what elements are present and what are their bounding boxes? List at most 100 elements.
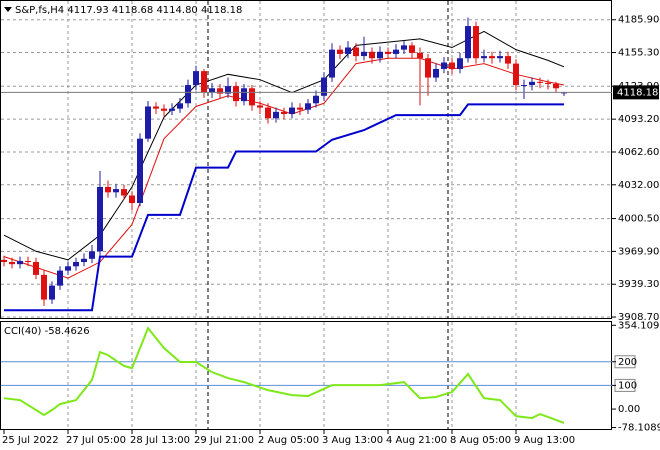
x-tick-label: 8 Aug 05:00 — [450, 435, 511, 446]
indicator-line — [4, 103, 564, 312]
candle-body — [9, 262, 15, 265]
candle-body — [281, 111, 287, 115]
close-label: 4118.18 — [201, 5, 242, 16]
candle-body — [457, 58, 463, 69]
candle-body — [409, 45, 415, 53]
candle-body — [521, 85, 527, 87]
candle-body — [441, 62, 447, 69]
candle-body — [393, 49, 399, 54]
main-panel-frame — [0, 0, 612, 319]
symbol: S&P,fs,H4 — [15, 5, 64, 16]
y-tick-label: 3908.70 — [618, 312, 659, 323]
y2-tick-label: 354.1098 — [618, 320, 660, 331]
candle-body — [257, 105, 263, 108]
y2-tick-label: 0.00 — [618, 404, 640, 415]
cci-line — [3, 326, 565, 424]
candle-body — [105, 186, 111, 193]
x-tick-label: 4 Aug 21:00 — [386, 435, 447, 446]
candle-body — [137, 138, 143, 204]
candle-body — [337, 49, 343, 54]
candle-body — [57, 270, 63, 286]
candle-body — [505, 56, 511, 64]
x-tick-label: 27 Jul 05:00 — [66, 435, 126, 446]
candle-body — [553, 83, 559, 89]
candle-body — [49, 285, 55, 300]
candle-body — [345, 47, 351, 54]
indicator-line — [3, 30, 565, 261]
y-tick-label: 3969.90 — [618, 246, 659, 257]
candle-body — [497, 56, 503, 59]
x-tick-label: 9 Aug 13:00 — [514, 435, 575, 446]
y-tick-label: 4155.30 — [618, 48, 659, 59]
indicator-line — [3, 57, 565, 279]
candle-body — [529, 81, 535, 86]
candle-body — [225, 86, 231, 94]
candle-body — [313, 95, 319, 104]
candle-body — [385, 51, 391, 54]
y-tick-label: 4185.90 — [618, 15, 659, 26]
x-tick-label: 25 Jul 2022 — [2, 435, 59, 446]
candle-body — [473, 26, 479, 59]
candle-body — [321, 77, 327, 96]
y-tick-label: 4032.00 — [618, 180, 659, 191]
candle-body — [97, 186, 103, 252]
candle-body — [89, 251, 95, 259]
y2-tick-label: 100 — [618, 380, 637, 391]
candle-body — [25, 260, 31, 263]
candle-body — [425, 58, 431, 78]
y-tick-label: 4093.20 — [618, 114, 659, 125]
candle-body — [209, 88, 215, 93]
candle-body — [73, 262, 79, 267]
candle-body — [1, 259, 7, 263]
open-label: 4117.93 — [67, 5, 108, 16]
cci-header: CCI(40) -58.4626 — [4, 326, 90, 337]
candle-body — [433, 68, 439, 78]
candle-body — [353, 47, 359, 57]
candle-body — [377, 51, 383, 59]
candle-body — [537, 81, 543, 83]
candle-body — [233, 86, 239, 102]
menu-triangle — [4, 7, 12, 12]
candle-body — [273, 111, 279, 119]
low-label: 4114.80 — [156, 5, 197, 16]
candle-body — [401, 45, 407, 50]
chart-header: S&P,fs,H4 4117.93 4118.68 4114.80 4118.1… — [15, 5, 242, 16]
candle-body — [153, 106, 159, 109]
candle-body — [545, 82, 551, 84]
candle-body — [129, 195, 135, 204]
x-tick-label: 3 Aug 13:00 — [322, 435, 383, 446]
candle-body — [33, 262, 39, 275]
candle-body — [161, 108, 167, 111]
current-price-box — [613, 85, 659, 100]
x-tick-label: 29 Jul 21:00 — [194, 435, 254, 446]
candle-body — [241, 88, 247, 102]
candle-body — [465, 26, 471, 59]
candle-body — [361, 51, 367, 57]
current-price-label: 4118.18 — [617, 87, 658, 98]
x-tick-label: 2 Aug 05:00 — [258, 435, 319, 446]
candle-body — [185, 85, 191, 104]
y2-tick-label: -78.1089 — [618, 423, 660, 434]
candle-body — [481, 56, 487, 59]
candle-body — [297, 107, 303, 110]
candle-body — [81, 258, 87, 263]
y2-tick-label: 200 — [618, 357, 637, 368]
candle-body — [217, 88, 223, 94]
y-tick-label: 4000.50 — [618, 214, 659, 225]
cci-current: -58.4626 — [45, 326, 90, 337]
candle-body — [489, 56, 495, 59]
candle-body — [449, 62, 455, 69]
x-tick-label: 28 Jul 13:00 — [130, 435, 190, 446]
cci-name: CCI(40) — [4, 326, 42, 337]
candle-body — [369, 51, 375, 59]
candle-body — [193, 71, 199, 86]
candle-body — [265, 107, 271, 119]
high-label: 4118.68 — [112, 5, 153, 16]
candle-body — [41, 274, 47, 300]
candle-body — [329, 49, 335, 78]
cci-panel-frame — [0, 321, 612, 430]
candle-body — [289, 107, 295, 115]
candle-body — [417, 52, 423, 59]
plot-layer — [1, 1, 612, 429]
candle-body — [145, 106, 151, 139]
